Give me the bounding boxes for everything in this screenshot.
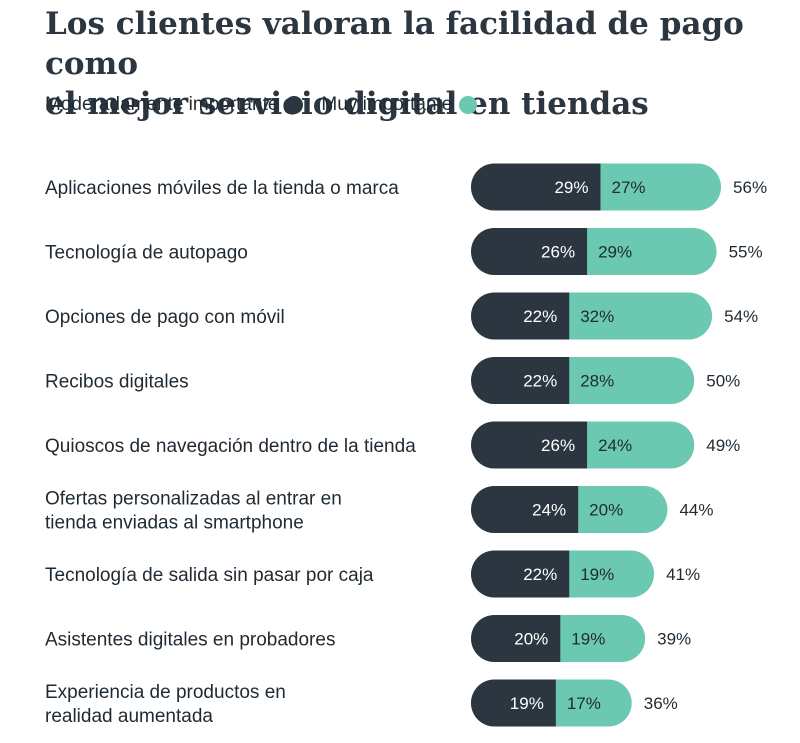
legend-item-very: Muy importante [321, 94, 478, 116]
segment-label-muy: 17% [567, 694, 601, 713]
bar-moderadamente-importante [471, 163, 601, 211]
legend-swatch-moderate [285, 96, 304, 114]
legend: Moderadamente importante Muy importante [45, 94, 478, 116]
legend-label-very: Muy importante [321, 94, 453, 115]
category-label: Tecnología de autopago [45, 243, 248, 264]
legend-swatch-very [459, 96, 478, 114]
total-label: 49% [706, 436, 740, 455]
bar-moderadamente-importante [471, 292, 570, 340]
chart-title-line-1: Los clientes valoran la facilidad de pag… [45, 6, 744, 82]
segment-label-moderado: 26% [541, 436, 575, 455]
segment-label-moderado: 22% [523, 372, 557, 391]
segment-label-muy: 32% [580, 307, 614, 326]
category-label: Ofertas personalizadas al entrar en [45, 489, 342, 510]
segment-label-moderado: 19% [510, 694, 544, 713]
chart-title: Los clientes valoran la facilidad de pag… [45, 4, 765, 124]
segment-label-moderado: 26% [541, 243, 575, 262]
category-label: Experiencia de productos en [45, 682, 286, 703]
segment-label-muy: 19% [571, 630, 605, 649]
segment-label-muy: 19% [580, 565, 614, 584]
bar-moderadamente-importante [471, 421, 588, 469]
segment-label-muy: 24% [598, 436, 632, 455]
total-label: 50% [706, 372, 740, 391]
segment-label-moderado: 22% [523, 307, 557, 326]
total-label: 44% [679, 501, 713, 520]
category-label: Recibos digitales [45, 372, 189, 393]
segment-label-moderado: 24% [532, 501, 566, 520]
segment-label-muy: 20% [589, 501, 623, 520]
segment-label-muy: 28% [580, 372, 614, 391]
bar-moderadamente-importante [471, 615, 561, 662]
total-label: 54% [724, 307, 758, 326]
segment-label-moderado: 22% [523, 565, 557, 584]
category-label: tienda enviadas al smartphone [45, 513, 304, 534]
category-label: Quioscos de navegación dentro de la tien… [45, 436, 416, 457]
chart-title-line-2: el mejor servicio digital en tiendas [45, 86, 649, 122]
category-label: Opciones de pago con móvil [45, 307, 285, 328]
bar-moderadamente-importante [471, 486, 579, 533]
bar-moderadamente-importante [471, 228, 588, 275]
segment-label-muy: 29% [598, 243, 632, 262]
bar-moderadamente-importante [471, 357, 570, 404]
total-label: 55% [729, 243, 763, 262]
legend-label-moderate: Moderadamente importante [45, 94, 279, 115]
total-label: 39% [657, 630, 691, 649]
category-label: Tecnología de salida sin pasar por caja [45, 565, 374, 586]
segment-label-moderado: 29% [554, 178, 588, 197]
total-label: 36% [644, 694, 678, 713]
bar-moderadamente-importante [471, 550, 570, 598]
total-label: 56% [733, 178, 767, 197]
segment-label-moderado: 20% [514, 630, 548, 649]
category-label: realidad aumentada [45, 706, 213, 727]
category-label: Aplicaciones móviles de la tienda o marc… [45, 178, 399, 199]
category-label: Asistentes digitales en probadores [45, 630, 335, 651]
segment-label-muy: 27% [611, 178, 645, 197]
total-label: 41% [666, 565, 700, 584]
bar-moderadamente-importante [471, 679, 556, 727]
legend-item-moderate: Moderadamente importante [45, 94, 304, 116]
